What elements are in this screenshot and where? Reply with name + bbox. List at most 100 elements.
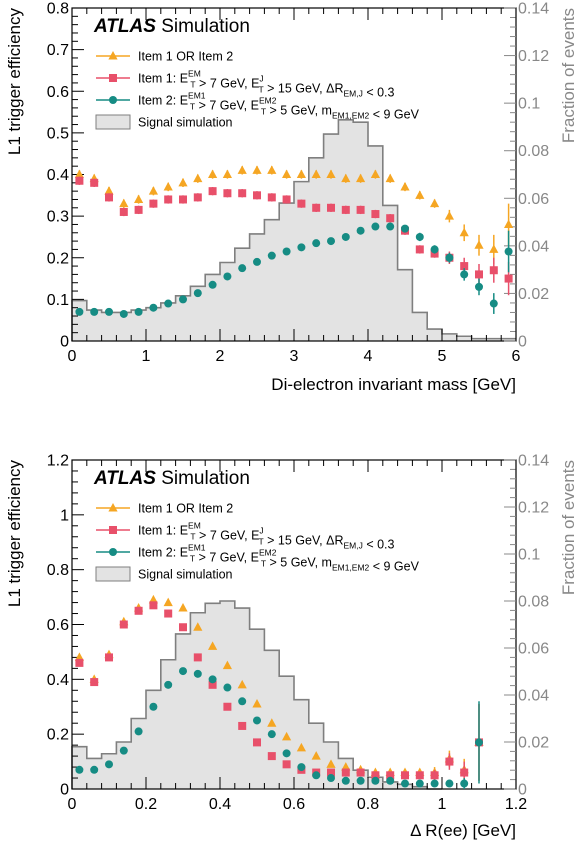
y-right-tick-label: 0.14	[518, 453, 549, 470]
data-point-item2	[267, 251, 276, 260]
data-point-item2	[223, 683, 232, 692]
data-point-item1	[253, 191, 261, 200]
data-point-or	[193, 622, 203, 631]
data-point-item1	[282, 760, 291, 769]
data-point-or	[222, 169, 232, 178]
y-tick-label: 0.8	[47, 562, 69, 579]
x-tick-label: 4	[364, 348, 373, 365]
data-point-item2	[193, 289, 202, 298]
data-point-item2	[109, 548, 117, 556]
data-point-item1	[119, 207, 128, 216]
y-tick-label: 0	[60, 782, 69, 799]
legend-item-signal: Signal simulation	[95, 566, 233, 582]
data-point-item2	[253, 257, 261, 266]
data-point-or	[385, 173, 395, 183]
data-point-item1	[164, 195, 173, 204]
data-point-item2	[253, 716, 261, 725]
data-point-item2	[341, 776, 350, 785]
data-point-item2	[238, 264, 247, 273]
y-axis-label: L1 trigger efficiency	[5, 460, 24, 608]
data-point-item2	[223, 272, 232, 281]
data-point-or	[108, 503, 118, 512]
y-right-tick-label: 0.04	[518, 688, 549, 705]
data-point-item2	[90, 307, 99, 316]
data-point-item2	[238, 697, 247, 706]
data-point-or	[252, 165, 262, 174]
data-point-or	[104, 186, 114, 195]
data-point-item2	[356, 226, 365, 235]
x-tick-label: 1.2	[505, 796, 527, 813]
data-point-or	[296, 169, 306, 178]
y-tick-label: 0.2	[47, 250, 69, 267]
x-tick-label: 0.4	[209, 796, 231, 813]
y-right-tick-label: 0.06	[518, 641, 549, 658]
data-point-or	[370, 169, 380, 178]
legend-label-item2: Item 2: EEM1 T > 7 GeV, EEM2 T > 5 GeV, mE…	[138, 543, 420, 574]
y-right-tick-label: 0.02	[518, 735, 549, 752]
data-point-item2	[356, 776, 365, 785]
data-point-item2	[312, 239, 321, 248]
data-point-item1	[105, 653, 113, 662]
data-point-item2	[134, 727, 143, 736]
data-point-item1	[504, 274, 513, 283]
y-tick-label: 0.4	[47, 672, 69, 689]
x-tick-label: 1	[142, 348, 151, 365]
data-point-item1	[75, 176, 84, 185]
data-point-item2	[445, 779, 454, 788]
data-point-item1	[475, 270, 483, 279]
data-point-item1	[371, 771, 380, 780]
data-point-or	[504, 219, 514, 228]
legend: Item 1 OR Item 2 Item 1: EEM T > 7 GeV, EJ…	[95, 50, 420, 130]
data-point-or	[178, 177, 188, 187]
data-point-or	[163, 597, 173, 607]
legend-item-item1: Item 1: EEM T > 7 GeV, EJ T > 15 GeV, ΔREM…	[96, 521, 395, 552]
data-point-item1	[489, 266, 498, 275]
data-point-or	[119, 198, 129, 208]
data-point-item2	[119, 309, 128, 318]
data-point-item2	[445, 253, 454, 262]
data-point-item2	[341, 232, 350, 241]
data-point-item2	[208, 280, 217, 289]
data-point-item1	[297, 199, 306, 208]
data-point-item2	[105, 307, 113, 316]
data-point-item1	[193, 193, 202, 202]
data-point-item1	[371, 210, 380, 219]
data-point-or	[341, 173, 351, 183]
data-point-item1	[75, 658, 84, 667]
data-point-or	[74, 169, 84, 178]
data-point-item2	[401, 779, 409, 788]
atlas-label: ATLAS Simulation	[93, 468, 250, 489]
legend-item-or: Item 1 OR Item 2	[96, 502, 233, 516]
y-right-tick-label: 0.1	[518, 96, 540, 113]
data-point-item1	[327, 203, 335, 212]
data-point-item2	[267, 730, 276, 739]
data-point-or	[163, 181, 173, 191]
data-point-item1	[430, 771, 439, 780]
legend-label-or: Item 1 OR Item 2	[138, 50, 233, 64]
data-point-item2	[75, 765, 84, 774]
data-point-item1	[134, 205, 143, 214]
data-point-item2	[327, 237, 335, 246]
data-point-or	[489, 244, 499, 253]
legend-label-item2: Item 2: EEM1 T > 7 GeV, EEM2 T > 5 GeV, mE…	[138, 91, 420, 122]
legend-label-signal: Signal simulation	[138, 568, 233, 582]
data-point-item2	[415, 232, 424, 241]
data-point-item2	[193, 669, 202, 678]
data-point-item2	[475, 282, 483, 291]
data-point-or	[237, 679, 247, 689]
data-point-item1	[105, 193, 113, 202]
x-tick-label: 1	[438, 796, 447, 813]
data-point-item1	[90, 178, 99, 187]
data-point-item1	[208, 680, 217, 689]
x-axis-label: Δ R(ee) [GeV]	[410, 821, 516, 840]
y-right-tick-label: 0.08	[518, 594, 549, 611]
y-right-tick-label: 0.08	[518, 143, 549, 160]
legend-swatch-signal	[95, 114, 131, 130]
data-point-item2	[297, 763, 306, 772]
y-tick-label: 0.6	[47, 84, 69, 101]
data-point-item1	[460, 262, 469, 271]
signal-histogram-fill	[72, 119, 516, 342]
y-tick-label: 0.3	[47, 209, 69, 226]
data-point-item1	[193, 653, 202, 662]
